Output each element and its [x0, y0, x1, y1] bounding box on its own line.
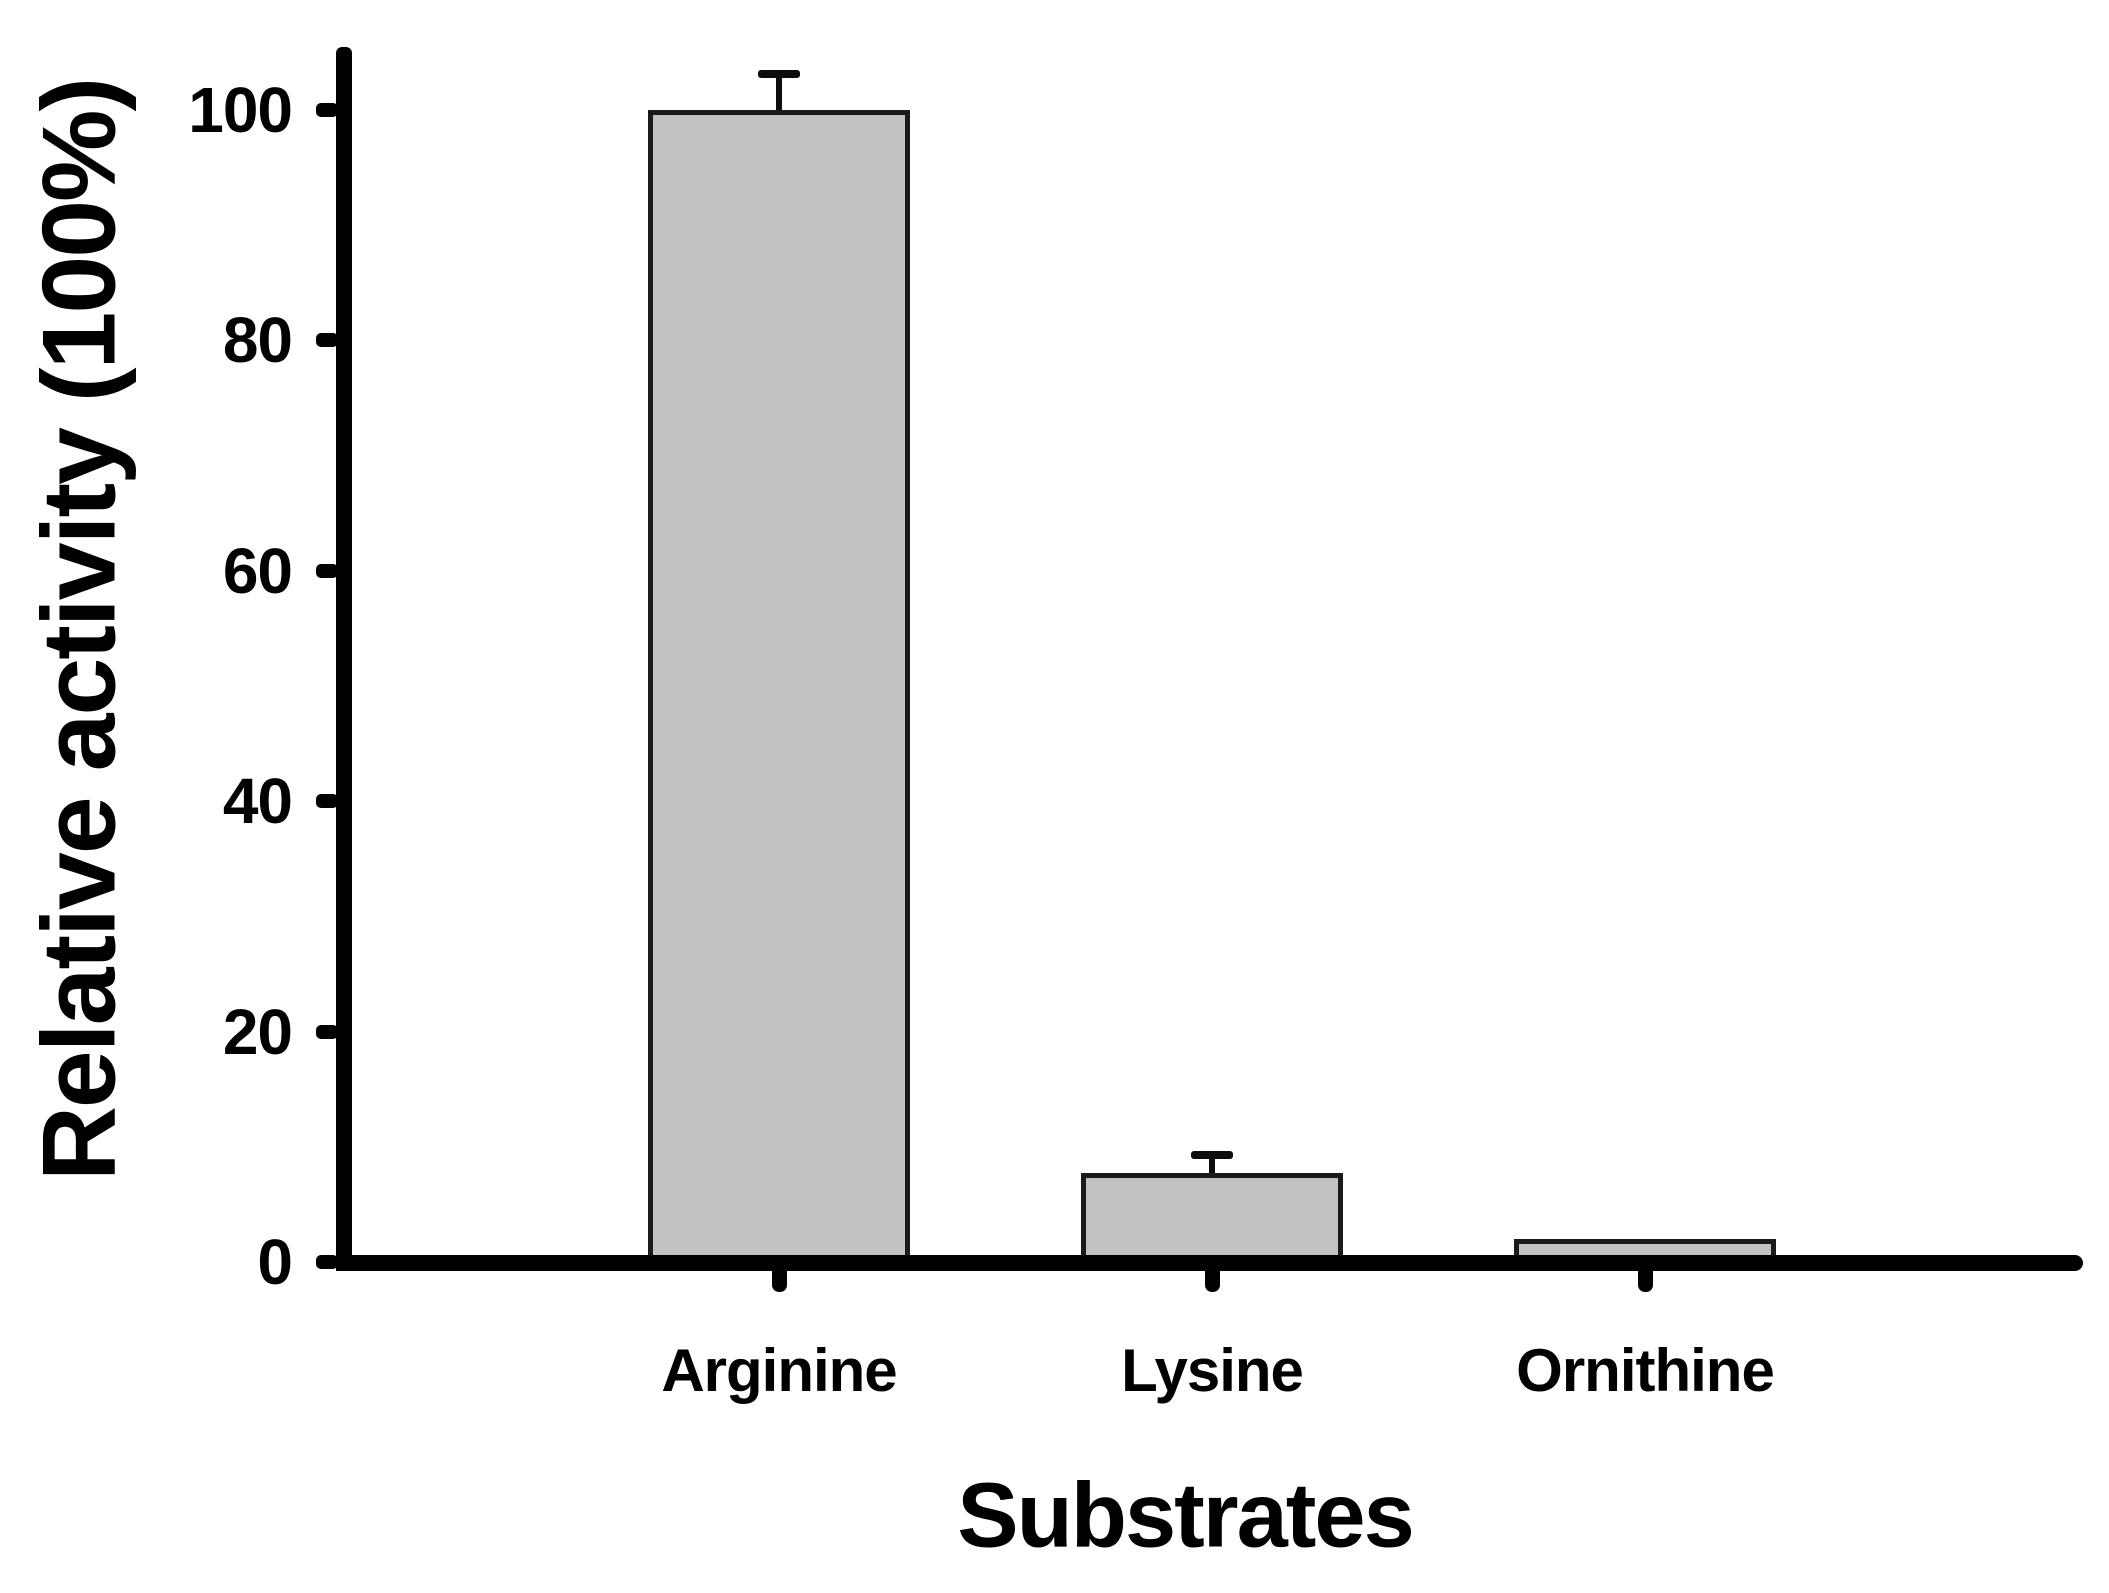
- x-axis-title: Substrates: [957, 1464, 1414, 1567]
- y-tick-label: 100: [188, 74, 293, 146]
- error-bar-stem: [776, 74, 782, 110]
- x-tick-mark: [1638, 1268, 1653, 1292]
- y-tick-mark: [316, 333, 338, 348]
- bar-arginine: [648, 110, 910, 1259]
- category-label-lysine: Lysine: [1121, 1337, 1304, 1404]
- y-tick-label: 40: [222, 765, 293, 838]
- y-axis-line: [336, 47, 352, 1271]
- y-tick-label: 20: [222, 995, 293, 1068]
- y-tick-mark: [316, 563, 338, 578]
- y-tick-label: 60: [222, 534, 293, 607]
- category-label-arginine: Arginine: [661, 1337, 897, 1404]
- error-bar-cap: [758, 70, 800, 79]
- bar-lysine: [1081, 1173, 1343, 1259]
- error-bar-cap: [1191, 1150, 1233, 1159]
- y-tick-mark: [316, 794, 338, 809]
- category-label-ornithine: Ornithine: [1516, 1337, 1775, 1404]
- y-tick-mark: [316, 1255, 338, 1269]
- x-tick-mark: [1205, 1268, 1220, 1292]
- x-tick-mark: [772, 1268, 787, 1292]
- y-tick-mark: [316, 1024, 338, 1039]
- y-tick-mark: [316, 103, 338, 117]
- bar-ornithine: [1514, 1238, 1776, 1259]
- error-bar-stem: [1209, 1154, 1215, 1174]
- y-tick-label: 0: [257, 1226, 293, 1298]
- x-axis-line: [336, 1255, 2083, 1271]
- y-tick-label: 80: [222, 304, 293, 377]
